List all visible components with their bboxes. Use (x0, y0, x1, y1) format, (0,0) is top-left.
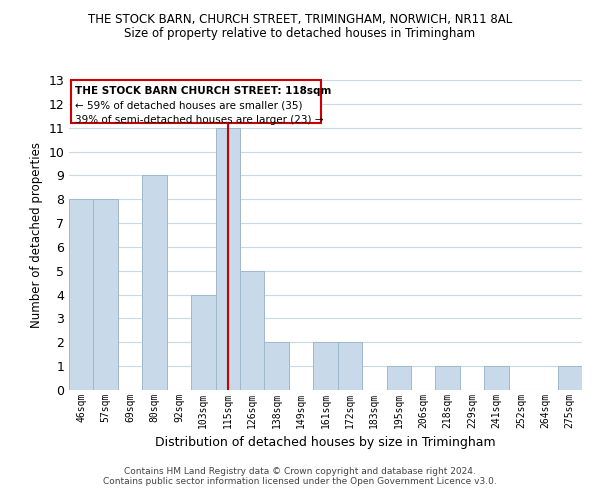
Text: Size of property relative to detached houses in Trimingham: Size of property relative to detached ho… (124, 28, 476, 40)
Bar (94, 199, 118, 390)
Bar (240, 271, 265, 390)
Text: ← 59% of detached houses are smaller (35): ← 59% of detached houses are smaller (35… (75, 100, 302, 110)
Bar (484, 366, 509, 390)
Bar (313, 342, 338, 390)
Text: THE STOCK BARN, CHURCH STREET, TRIMINGHAM, NORWICH, NR11 8AL: THE STOCK BARN, CHURCH STREET, TRIMINGHA… (88, 12, 512, 26)
Bar (386, 366, 411, 390)
Bar (142, 176, 167, 390)
Bar (338, 342, 362, 390)
Text: Contains public sector information licensed under the Open Government Licence v3: Contains public sector information licen… (103, 477, 497, 486)
Bar (265, 342, 289, 390)
Text: 39% of semi-detached houses are larger (23) →: 39% of semi-detached houses are larger (… (75, 114, 323, 124)
Bar (191, 294, 215, 390)
Bar (69, 199, 94, 390)
FancyBboxPatch shape (71, 80, 320, 123)
Bar (215, 128, 240, 390)
Y-axis label: Number of detached properties: Number of detached properties (30, 142, 43, 328)
Bar (436, 366, 460, 390)
Text: THE STOCK BARN CHURCH STREET: 118sqm: THE STOCK BARN CHURCH STREET: 118sqm (75, 86, 331, 96)
Text: Contains HM Land Registry data © Crown copyright and database right 2024.: Contains HM Land Registry data © Crown c… (124, 467, 476, 476)
Bar (557, 366, 582, 390)
X-axis label: Distribution of detached houses by size in Trimingham: Distribution of detached houses by size … (155, 436, 496, 450)
